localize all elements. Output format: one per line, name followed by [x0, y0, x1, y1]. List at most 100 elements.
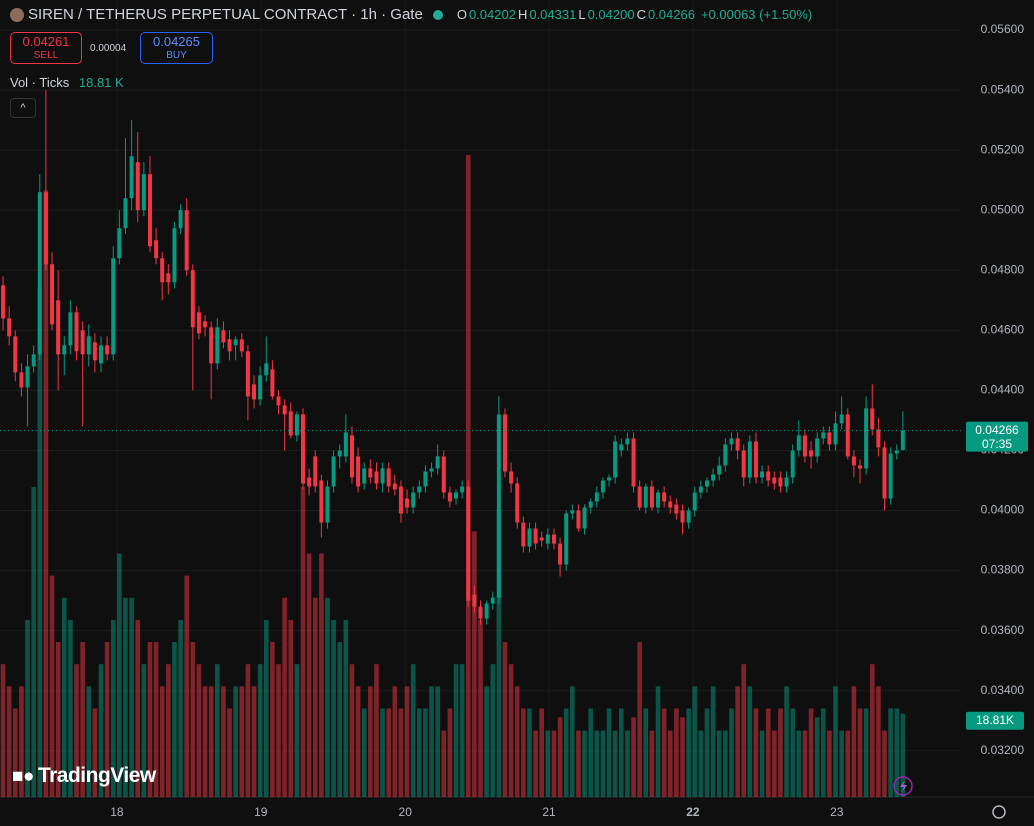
- volume-bar: [343, 619, 349, 797]
- candle-body: [209, 327, 214, 364]
- candle-body: [870, 408, 875, 430]
- candle-body: [362, 468, 367, 484]
- ohlc-legend: O 0.04202 H 0.04331 L 0.04200 C 0.04266: [457, 7, 697, 22]
- volume-bar: [43, 190, 49, 798]
- volume-bar: [37, 287, 43, 797]
- sell-label: SELL: [33, 50, 59, 61]
- volume-bar: [894, 708, 900, 797]
- candle-body: [429, 468, 434, 472]
- candle-body: [729, 438, 734, 445]
- volume-bar: [276, 664, 281, 797]
- buy-button[interactable]: 0.04265 BUY: [140, 32, 213, 64]
- candle-body: [686, 510, 691, 523]
- volume-bar: [765, 708, 771, 797]
- volume-bar: [618, 708, 624, 797]
- candle-body: [337, 450, 342, 457]
- volume-bar: [814, 717, 820, 797]
- volume-bar: [612, 730, 618, 797]
- volume-bar: [741, 664, 747, 797]
- x-tick-label: 20: [399, 805, 413, 819]
- volume-bar: [166, 664, 171, 797]
- candle-body: [833, 423, 838, 445]
- candle-body: [704, 480, 709, 487]
- candle-body: [772, 477, 777, 484]
- y-tick-label: 0.05000: [981, 202, 1025, 216]
- volume-bar: [845, 730, 851, 797]
- candle-body: [86, 336, 91, 355]
- collapse-button[interactable]: ^: [10, 98, 36, 118]
- candle-body: [233, 339, 238, 346]
- volume-bar: [576, 730, 581, 797]
- volume-bar: [129, 597, 134, 797]
- candle-body: [19, 372, 24, 388]
- volume-bar: [337, 642, 343, 797]
- candle-body: [184, 210, 189, 271]
- candle-body: [741, 450, 746, 478]
- candle-body: [239, 339, 244, 352]
- candle-body: [264, 363, 269, 376]
- candle-body: [111, 258, 116, 355]
- volume-bar: [606, 708, 612, 797]
- volume-bar: [92, 708, 98, 797]
- volume-bar: [68, 619, 73, 797]
- candle-body: [43, 192, 48, 265]
- volume-bar: [472, 531, 477, 797]
- candle-body: [631, 438, 636, 487]
- candle-body: [356, 456, 361, 487]
- x-tick-label: 22: [686, 805, 700, 819]
- volume-bar: [900, 713, 906, 797]
- volume-bar: [888, 708, 893, 797]
- candle-body: [766, 471, 771, 481]
- volume-bar: [441, 730, 447, 797]
- last-price-label: 0.04266: [975, 423, 1019, 437]
- volume-bar: [649, 730, 655, 797]
- candle-body: [809, 450, 814, 457]
- candle-body: [790, 450, 795, 478]
- candle-body: [172, 228, 177, 283]
- candle-body: [423, 471, 428, 487]
- candle-body: [527, 528, 532, 547]
- candle-body: [325, 486, 330, 523]
- candle-body: [711, 474, 716, 481]
- volume-bar: [215, 664, 220, 797]
- volume-bar: [410, 664, 416, 797]
- volume-bar: [465, 154, 471, 797]
- ohlc-key: H: [517, 7, 528, 22]
- candle-body: [674, 504, 679, 514]
- volume-bar: [141, 664, 147, 797]
- volume-bar: [655, 686, 661, 797]
- volume-bar: [502, 642, 508, 797]
- volume-bar: [300, 487, 306, 797]
- volume-bar: [208, 686, 214, 797]
- logo-text: TradingView: [37, 764, 156, 787]
- candle-body: [380, 468, 385, 484]
- candle-body: [68, 312, 73, 346]
- candle-body: [839, 414, 844, 424]
- candle-body: [594, 492, 599, 502]
- volume-bar: [159, 686, 165, 797]
- volume-bar: [661, 708, 667, 797]
- volume-bar: [851, 686, 857, 797]
- volume-bar: [686, 708, 691, 797]
- volume-bar: [833, 686, 838, 797]
- y-tick-label: 0.05400: [981, 82, 1025, 96]
- volume-bar: [319, 553, 324, 797]
- volume-bar: [478, 619, 483, 797]
- candle-body: [576, 510, 581, 529]
- volume-tag-label: 18.81K: [976, 713, 1014, 727]
- candle-body: [215, 327, 220, 364]
- volume-bar: [416, 708, 422, 797]
- volume-bar: [447, 708, 453, 797]
- volume-bar: [239, 686, 245, 797]
- ohlc-value: 0.04202: [468, 7, 516, 22]
- volume-bar: [404, 686, 410, 797]
- volume-bar: [508, 664, 514, 797]
- volume-bar: [723, 730, 728, 797]
- volume-bar: [202, 686, 208, 797]
- last-price-tag: [966, 421, 1028, 452]
- candle-body: [858, 465, 863, 469]
- volume-bar: [484, 686, 489, 797]
- volume-bar: [398, 708, 404, 797]
- sell-button[interactable]: 0.04261 SELL: [10, 32, 82, 64]
